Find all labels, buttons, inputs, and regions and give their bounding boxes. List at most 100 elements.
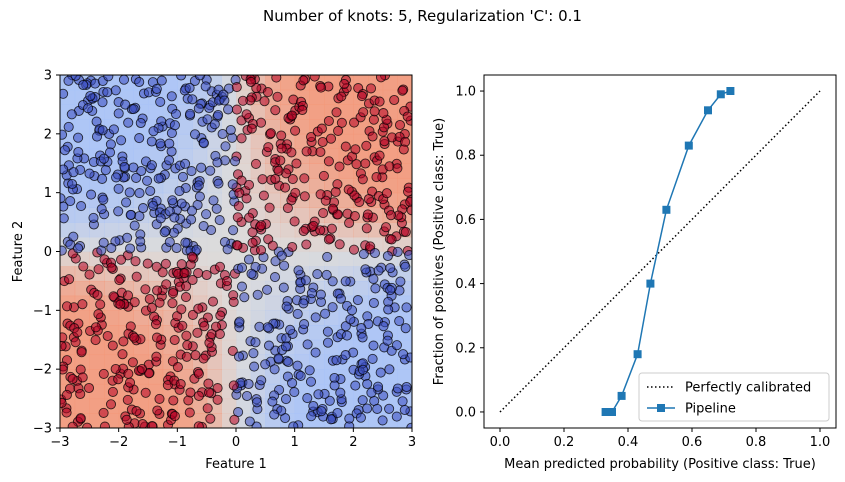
scatter-point-false: [299, 319, 310, 330]
legend-label-pipeline: Pipeline: [685, 402, 736, 417]
scatter-point-true: [102, 330, 113, 342]
pipeline-marker: [662, 205, 671, 214]
scatter-point-true: [398, 144, 409, 155]
scatter-point-false: [110, 85, 121, 96]
scatter-point-false: [70, 75, 81, 81]
scatter-point-false: [399, 404, 410, 416]
scatter-point-false: [97, 173, 108, 184]
scatter-point-false: [369, 248, 380, 259]
scatter-point-false: [332, 407, 343, 419]
scatter-point-false: [119, 161, 130, 172]
scatter-point-true: [77, 372, 88, 383]
scatter-point-true: [151, 332, 163, 343]
scatter-point-true: [350, 144, 361, 155]
scatter-point-false: [103, 75, 114, 82]
scatter-point-true: [161, 279, 172, 290]
scatter-point-true: [193, 421, 204, 428]
scatter-point-false: [315, 289, 326, 300]
scatter-point-false: [191, 244, 202, 255]
scatter-point-true: [193, 368, 204, 379]
scatter-point-false: [293, 265, 304, 276]
scatter-point-true: [177, 320, 188, 331]
scatter-point-false: [322, 337, 334, 348]
scatter-point-true: [60, 364, 68, 375]
scatter-point-true: [326, 223, 337, 234]
scatter-point-true: [270, 105, 281, 116]
scatter-point-false: [201, 209, 212, 220]
scatter-point-true: [287, 174, 298, 185]
scatter-point-false: [404, 250, 412, 261]
scatter-point-true: [151, 351, 162, 362]
x-tick-label: 0.2: [554, 435, 575, 450]
scatter-point-true: [61, 407, 72, 418]
heatmap-cell: [338, 251, 354, 267]
scatter-point-false: [382, 335, 393, 346]
scatter-point-false: [124, 187, 135, 198]
scatter-point-false: [164, 155, 175, 166]
scatter-point-false: [63, 121, 74, 132]
scatter-point-true: [98, 407, 109, 418]
axes-frame: [483, 74, 837, 429]
scatter-point-true: [381, 188, 392, 199]
scatter-point-true: [214, 329, 225, 340]
scatter-point-false: [113, 206, 124, 217]
scatter-point-true: [175, 379, 186, 390]
scatter-point-false: [298, 298, 309, 309]
scatter-point-false: [375, 367, 386, 378]
scatter-point-false: [167, 195, 178, 206]
scatter-point-false: [357, 332, 368, 343]
scatter-point-true: [371, 172, 382, 183]
scatter-point-false: [194, 191, 205, 202]
scatter-point-false: [322, 251, 333, 262]
scatter-point-true: [231, 104, 242, 115]
scatter-point-true: [378, 108, 389, 119]
scatter-point-false: [135, 117, 146, 129]
scatter-point-true: [299, 173, 310, 184]
scatter-point-true: [291, 158, 302, 169]
scatter-point-false: [320, 308, 331, 319]
scatter-point-true: [301, 146, 312, 157]
scatter-point-false: [60, 164, 69, 175]
scatter-point-true: [147, 421, 158, 428]
scatter-point-false: [310, 312, 321, 323]
scatter-point-false: [96, 204, 107, 215]
scatter-point-false: [111, 172, 122, 183]
scatter-point-false: [352, 295, 363, 306]
heatmap-cell: [368, 222, 384, 238]
scatter-point-false: [155, 213, 166, 224]
scatter-point-false: [263, 340, 275, 351]
x-tick-label: 0.0: [490, 435, 511, 450]
scatter-point-false: [327, 276, 338, 287]
scatter-point-true: [331, 107, 342, 118]
scatter-point-true: [60, 341, 67, 352]
scatter-point-false: [65, 196, 76, 207]
scatter-point-false: [186, 166, 197, 177]
scatter-point-false: [302, 339, 313, 350]
scatter-point-false: [304, 365, 315, 376]
scatter-point-false: [176, 198, 187, 209]
scatter-point-true: [389, 94, 400, 106]
scatter-point-true: [271, 75, 282, 83]
legend-box: [638, 372, 830, 422]
scatter-point-false: [129, 220, 140, 231]
scatter-point-false: [241, 390, 253, 402]
calibration-curve-plot: 0.0 0.0 0.2 0.2 0.4 0.4 0.6 0.6 0.8 0.8 1.0 1.0 Mean…: [432, 74, 837, 472]
heatmap-cell: [309, 251, 325, 267]
scatter-point-true: [236, 175, 247, 186]
scatter-point-true: [343, 184, 354, 195]
scatter-point-true: [202, 403, 213, 414]
scatter-point-true: [92, 289, 103, 301]
scatter-point-false: [229, 156, 241, 167]
scatter-point-false: [345, 314, 356, 325]
heatmap-cell: [280, 75, 296, 91]
scatter-point-false: [98, 237, 109, 248]
y-tick-label: 0.0: [455, 405, 476, 420]
scatter-point-true: [107, 340, 118, 351]
scatter-point-true: [117, 349, 128, 360]
heatmap-cell: [74, 222, 90, 238]
scatter-point-true: [257, 174, 268, 185]
scatter-point-true: [144, 293, 155, 305]
scatter-point-true: [160, 258, 171, 269]
scatter-point-true: [193, 303, 204, 314]
scatter-point-true: [60, 332, 68, 343]
